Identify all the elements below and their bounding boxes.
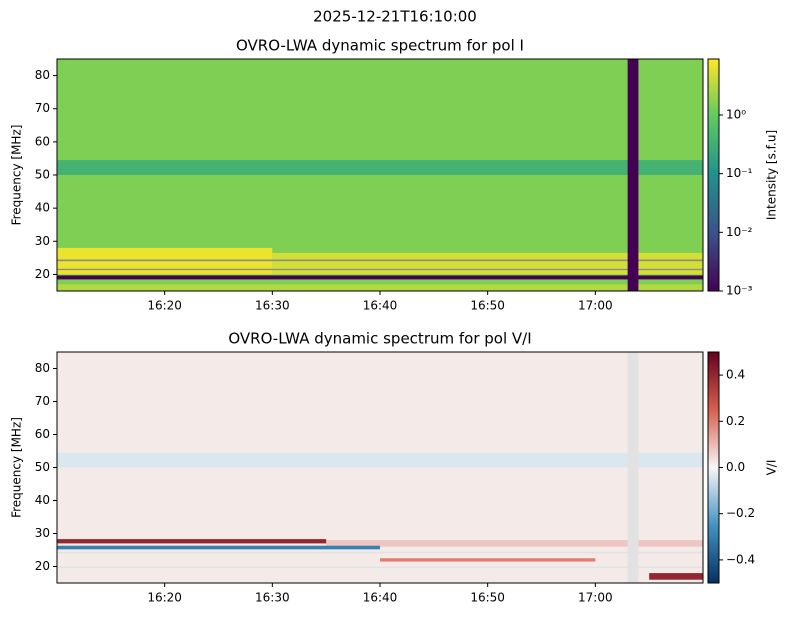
y-tick-label: 20: [35, 559, 50, 573]
heatmap-cell: [57, 545, 380, 550]
y-axis-label: Frequency [MHz]: [10, 417, 24, 518]
heatmap-cell: [627, 352, 639, 583]
x-tick-label: 16:50: [470, 591, 505, 605]
subplot-title: OVRO-LWA dynamic spectrum for pol V/I: [228, 330, 531, 348]
heatmap-cell: [627, 59, 639, 291]
colorbar-tick-label: 10⁻²: [726, 225, 753, 239]
x-tick-label: 16:50: [470, 299, 505, 313]
figure-title: 2025-12-21T16:10:00: [313, 8, 477, 26]
colorbar: [707, 351, 720, 584]
y-tick-label: 50: [35, 460, 50, 474]
heatmap-cell: [57, 452, 703, 468]
colorbar-label: V/I: [765, 460, 779, 476]
y-tick-label: 80: [35, 361, 50, 375]
heatmap-cell: [57, 160, 703, 175]
heatmap-cell: [380, 558, 596, 562]
y-tick-label: 80: [35, 68, 50, 82]
y-tick-label: 30: [35, 526, 50, 540]
x-tick-label: 16:40: [363, 591, 398, 605]
y-axis-label: Frequency [MHz]: [10, 125, 24, 226]
colorbar-tick-label: 0.0: [726, 460, 745, 474]
heatmap-cell: [57, 247, 273, 275]
colorbar-tick-label: 10⁻¹: [726, 166, 753, 180]
y-tick-label: 70: [35, 101, 50, 115]
heatmap-cell: [326, 540, 703, 547]
x-tick-label: 16:20: [147, 299, 182, 313]
x-tick-label: 16:30: [255, 591, 290, 605]
colorbar-tick-label: 10⁻³: [726, 284, 753, 298]
subplot-title: OVRO-LWA dynamic spectrum for pol I: [236, 37, 524, 55]
x-tick-label: 16:30: [255, 299, 290, 313]
y-tick-label: 30: [35, 234, 50, 248]
heatmap-cell: [57, 284, 703, 291]
y-tick-label: 50: [35, 168, 50, 182]
y-tick-label: 20: [35, 267, 50, 281]
colorbar-tick-label: 0.4: [726, 368, 745, 382]
x-tick-label: 17:00: [578, 591, 613, 605]
colorbar-label: Intensity [s.f.u]: [765, 130, 779, 220]
y-tick-label: 60: [35, 427, 50, 441]
y-tick-label: 70: [35, 394, 50, 408]
colorbar-tick-label: −0.4: [726, 552, 755, 566]
x-tick-label: 17:00: [578, 299, 613, 313]
colorbar-tick-label: 0.2: [726, 414, 745, 428]
heatmap-cell: [57, 268, 703, 271]
colorbar: [707, 58, 720, 292]
x-tick-label: 16:20: [147, 591, 182, 605]
heatmap-cell: [57, 539, 327, 544]
x-tick-label: 16:40: [363, 299, 398, 313]
heatmap-cell: [57, 566, 703, 569]
heatmap-cell: [649, 573, 703, 580]
colorbar-tick-label: −0.2: [726, 506, 755, 520]
y-tick-label: 40: [35, 201, 50, 215]
y-tick-label: 40: [35, 493, 50, 507]
y-tick-label: 60: [35, 134, 50, 148]
heatmap-cell: [57, 259, 703, 262]
colorbar-tick-label: 10⁰: [726, 107, 746, 121]
heatmap-cell: [57, 275, 703, 280]
heatmap-cell: [57, 551, 703, 554]
